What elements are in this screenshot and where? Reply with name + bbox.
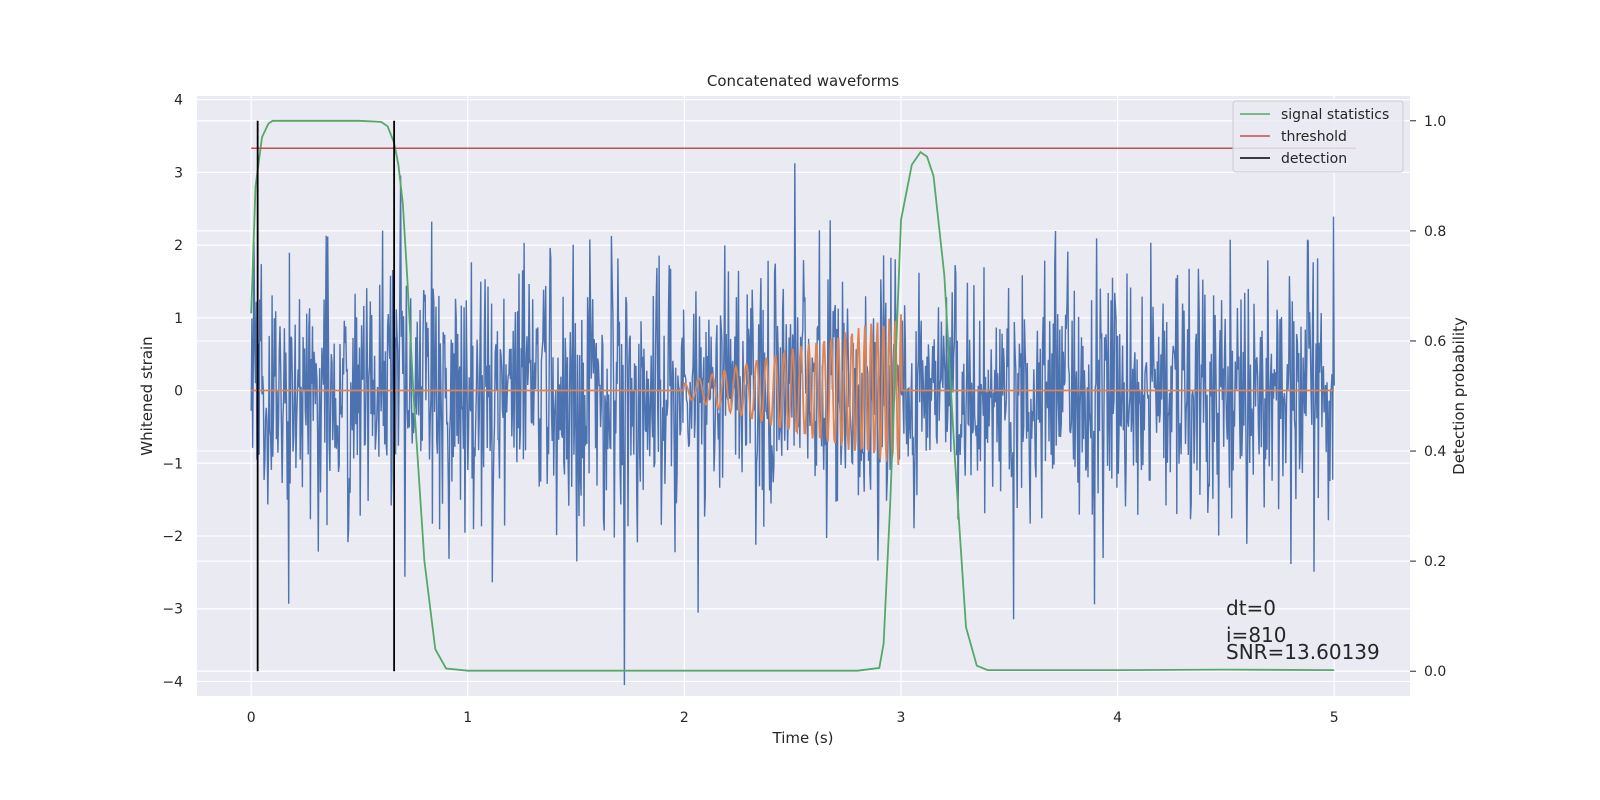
y2-axis-label: Detection probability <box>1450 317 1468 475</box>
y-tick-label: 4 <box>174 93 183 109</box>
x-tick-label: 2 <box>680 710 689 726</box>
y2-axis-ticks: 1.0 0.8 0.6 0.4 0.2 0.0 <box>1410 114 1446 680</box>
y-axis-ticks: 4 3 2 1 0 −1 −2 −3 −4 <box>162 93 183 691</box>
y2-tick-label: 0.2 <box>1424 554 1446 570</box>
noise-series <box>250 163 1335 686</box>
y2-tick-label: 0.4 <box>1424 444 1446 460</box>
y-tick-label: −1 <box>162 456 183 472</box>
detection-series <box>256 120 396 672</box>
y-axis-label: Whitened strain <box>138 336 156 455</box>
y-tick-label: 3 <box>174 165 183 181</box>
y2-tick-label: 0.0 <box>1424 664 1446 680</box>
x-axis-ticks: 0 1 2 3 4 5 <box>247 710 1339 726</box>
y-tick-label: −3 <box>162 602 183 618</box>
x-tick-label: 3 <box>897 710 906 726</box>
x-tick-label: 4 <box>1113 710 1122 726</box>
signal-statistics-series <box>250 119 1335 672</box>
annotation-index: i=810 <box>1226 623 1287 647</box>
legend: signal statistics threshold detection <box>1232 100 1404 173</box>
x-tick-label: 0 <box>247 710 256 726</box>
legend-label-threshold: threshold <box>1281 129 1347 145</box>
y-tick-label: −2 <box>162 529 183 545</box>
y-tick-label: −4 <box>162 674 183 690</box>
chirp-line <box>251 314 1335 466</box>
y-tick-label: 2 <box>174 238 183 254</box>
noise-line <box>250 163 1335 686</box>
y2-tick-label: 0.8 <box>1424 224 1446 240</box>
annotation-dt: dt=0 <box>1226 596 1276 620</box>
y2-tick-label: 1.0 <box>1424 114 1446 130</box>
signal-statistics-line <box>250 119 1335 672</box>
chart-title: Concatenated waveforms <box>707 72 899 90</box>
legend-box <box>1232 100 1404 173</box>
x-tick-label: 5 <box>1330 710 1339 726</box>
legend-label-signal-statistics: signal statistics <box>1281 107 1389 123</box>
annotations: dt=0 i=810 SNR=13.60139 <box>1226 596 1380 664</box>
annotation-snr: SNR=13.60139 <box>1226 640 1380 664</box>
chirp-series <box>251 314 1335 466</box>
x-axis-label: Time (s) <box>772 729 834 747</box>
x-tick-label: 1 <box>463 710 472 726</box>
y-tick-label: 0 <box>174 384 183 400</box>
y-tick-label: 1 <box>174 311 183 327</box>
legend-label-detection: detection <box>1281 151 1347 167</box>
y2-tick-label: 0.6 <box>1424 334 1446 350</box>
